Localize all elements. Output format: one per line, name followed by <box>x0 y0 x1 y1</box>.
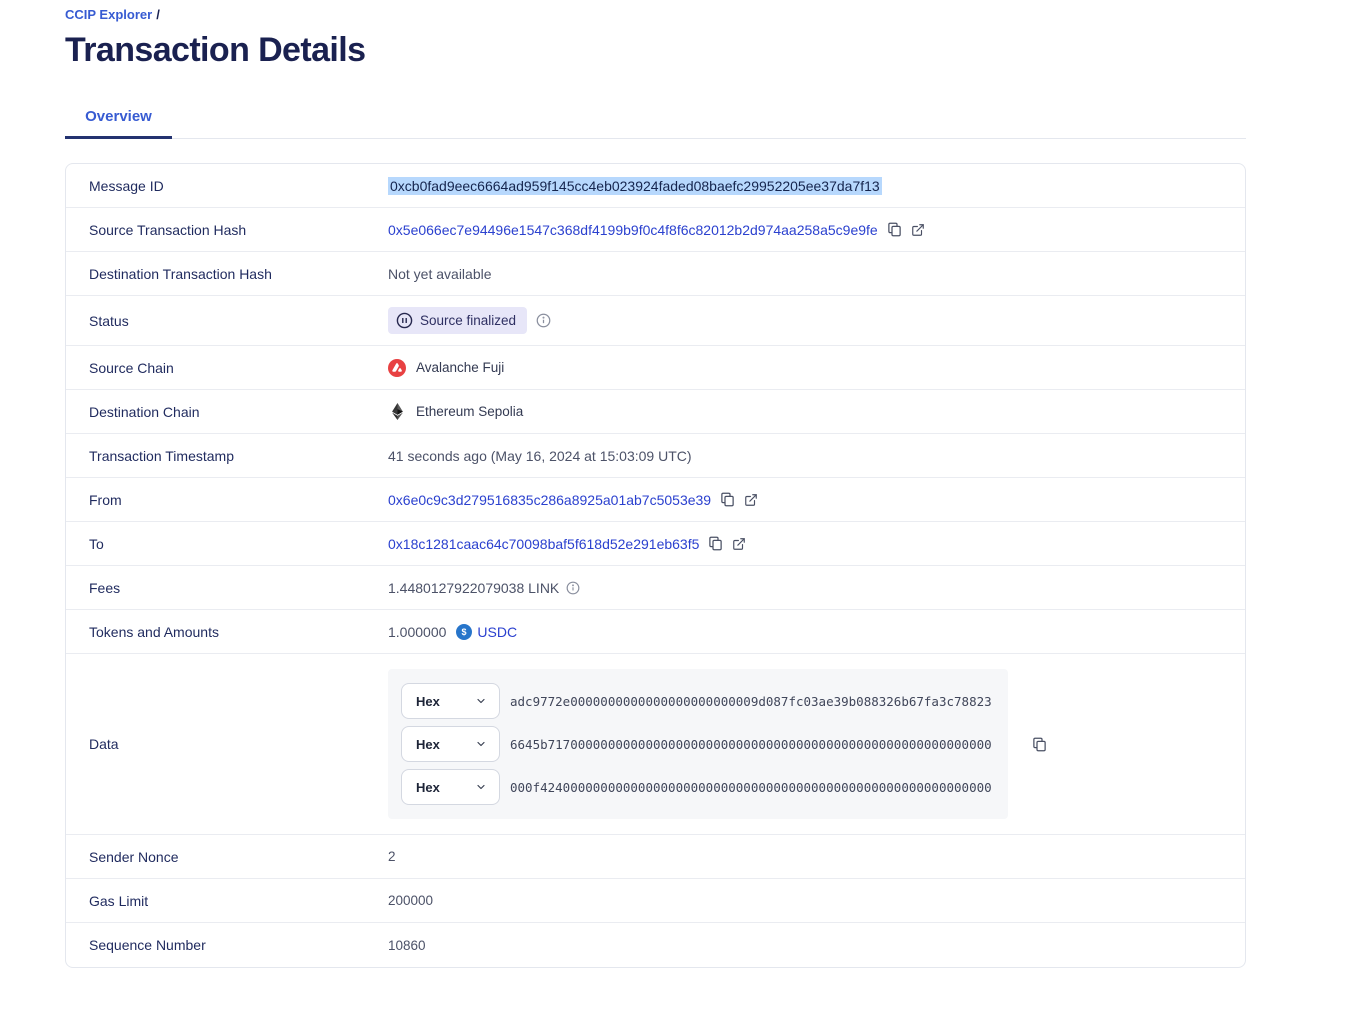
external-link-button[interactable] <box>911 223 925 237</box>
row-label: Tokens and Amounts <box>89 623 219 640</box>
external-link-button[interactable] <box>732 537 746 551</box>
info-icon <box>536 313 551 328</box>
details-card: Message ID 0xcb0fad9eec6664ad959f145cc4e… <box>65 163 1246 968</box>
row-dest-tx-hash: Destination Transaction Hash Not yet ava… <box>66 252 1245 296</box>
breadcrumb-separator: / <box>156 7 160 22</box>
data-line: Hex 000f42400000000000000000000000000000… <box>401 769 1008 805</box>
data-line: Hex adc9772e0000000000000000000000009d08… <box>401 683 1008 719</box>
status-pause-icon <box>396 312 413 329</box>
row-label: From <box>89 491 122 508</box>
copy-button[interactable] <box>720 492 735 507</box>
external-link-icon <box>732 537 746 551</box>
source-chain-name: Avalanche Fuji <box>416 360 505 375</box>
row-fees: Fees 1.4480127922079038 LINK <box>66 566 1245 610</box>
fees-info-button[interactable] <box>566 581 580 595</box>
row-label: Destination Transaction Hash <box>89 265 272 282</box>
source-tx-hash-link[interactable]: 0x5e066ec7e94496e1547c368df4199b9f0c4f8f… <box>388 221 878 238</box>
hex-format-select[interactable]: Hex <box>401 726 500 762</box>
external-link-icon <box>744 493 758 507</box>
row-timestamp: Transaction Timestamp 41 seconds ago (Ma… <box>66 434 1245 478</box>
row-status: Status Source finalized <box>66 296 1245 346</box>
external-link-button[interactable] <box>744 493 758 507</box>
breadcrumb-ccip-explorer-link[interactable]: CCIP Explorer <box>65 7 153 22</box>
row-dest-chain: Destination Chain Ethereum Sepolia <box>66 390 1245 434</box>
row-label: Message ID <box>89 177 164 194</box>
sender-nonce-value: 2 <box>388 849 396 864</box>
dest-chain-name: Ethereum Sepolia <box>416 404 524 419</box>
data-copy-button[interactable] <box>1032 737 1047 752</box>
row-from: From 0x6e0c9c3d279516835c286a8925a01ab7c… <box>66 478 1245 522</box>
sequence-number-value: 10860 <box>388 937 426 953</box>
row-sequence-number: Sequence Number 10860 <box>66 923 1245 967</box>
from-address-link[interactable]: 0x6e0c9c3d279516835c286a8925a01ab7c5053e… <box>388 491 712 508</box>
content-container: CCIP Explorer / Transaction Details Overv… <box>65 0 1246 968</box>
hex-format-select[interactable]: Hex <box>401 683 500 719</box>
data-hex-line: 6645b71700000000000000000000000000000000… <box>510 736 992 752</box>
usdc-icon: $ <box>456 623 473 640</box>
message-id-value: 0xcb0fad9eec6664ad959f145cc4eb023924fade… <box>388 176 882 195</box>
row-label: Transaction Timestamp <box>89 447 234 464</box>
data-hex-line: adc9772e0000000000000000000000009d087fc0… <box>510 693 992 709</box>
row-label: To <box>89 535 104 552</box>
breadcrumb: CCIP Explorer / <box>65 7 1246 22</box>
row-source-chain: Source Chain Avalanche Fuji <box>66 346 1245 390</box>
row-label: Source Chain <box>89 359 174 376</box>
copy-icon <box>720 492 735 507</box>
data-line: Hex 6645b7170000000000000000000000000000… <box>401 726 1008 762</box>
data-box: Hex adc9772e0000000000000000000000009d08… <box>388 669 1008 819</box>
fees-value: 1.4480127922079038 LINK <box>388 579 560 596</box>
external-link-icon <box>911 223 925 237</box>
row-label: Source Transaction Hash <box>89 221 247 238</box>
row-tokens-and-amounts: Tokens and Amounts 1.000000 $ USDC <box>66 610 1245 654</box>
copy-icon <box>887 222 902 237</box>
hex-select-label: Hex <box>416 779 440 795</box>
chevron-down-icon <box>475 695 487 707</box>
tab-bar: Overview <box>65 108 1246 139</box>
row-label: Sender Nonce <box>89 848 179 865</box>
to-address-link[interactable]: 0x18c1281caac64c70098baf5f618d52e291eb63… <box>388 535 700 552</box>
data-hex-line: 000f424000000000000000000000000000000000… <box>510 779 992 795</box>
tab-overview[interactable]: Overview <box>65 108 172 139</box>
avalanche-fuji-icon <box>388 358 406 377</box>
copy-button[interactable] <box>887 222 902 237</box>
row-label: Data <box>89 736 119 752</box>
status-info-button[interactable] <box>536 313 551 328</box>
row-label: Gas Limit <box>89 892 149 909</box>
row-gas-limit: Gas Limit 200000 <box>66 879 1245 923</box>
hex-format-select[interactable]: Hex <box>401 769 500 805</box>
page-title: Transaction Details <box>65 31 366 69</box>
row-sender-nonce: Sender Nonce 2 <box>66 835 1245 879</box>
usdc-token-link[interactable]: $ USDC <box>456 623 518 640</box>
row-label: Sequence Number <box>89 937 206 953</box>
gas-limit-value: 200000 <box>388 893 434 908</box>
copy-button[interactable] <box>708 536 723 551</box>
dest-tx-hash-value: Not yet available <box>388 265 492 282</box>
row-to: To 0x18c1281caac64c70098baf5f618d52e291e… <box>66 522 1245 566</box>
token-amount: 1.000000 <box>388 623 447 640</box>
status-badge-label: Source finalized <box>420 313 517 328</box>
timestamp-value: 41 seconds ago (May 16, 2024 at 15:03:09… <box>388 447 692 464</box>
row-data: Data Hex adc9772e00000000000000000000000… <box>66 654 1245 835</box>
row-source-tx-hash: Source Transaction Hash 0x5e066ec7e94496… <box>66 208 1245 252</box>
copy-icon <box>708 536 723 551</box>
copy-icon <box>1032 737 1047 752</box>
status-badge: Source finalized <box>388 307 528 334</box>
hex-select-label: Hex <box>416 693 440 709</box>
row-label: Status <box>89 312 129 329</box>
ethereum-sepolia-icon <box>388 403 406 420</box>
chevron-down-icon <box>475 781 487 793</box>
row-label: Destination Chain <box>89 403 200 420</box>
token-symbol: USDC <box>477 623 518 640</box>
row-label: Fees <box>89 579 121 596</box>
info-icon <box>566 581 580 595</box>
chevron-down-icon <box>475 738 487 750</box>
hex-select-label: Hex <box>416 736 440 752</box>
svg-text:$: $ <box>462 627 467 637</box>
row-message-id: Message ID 0xcb0fad9eec6664ad959f145cc4e… <box>66 164 1245 208</box>
